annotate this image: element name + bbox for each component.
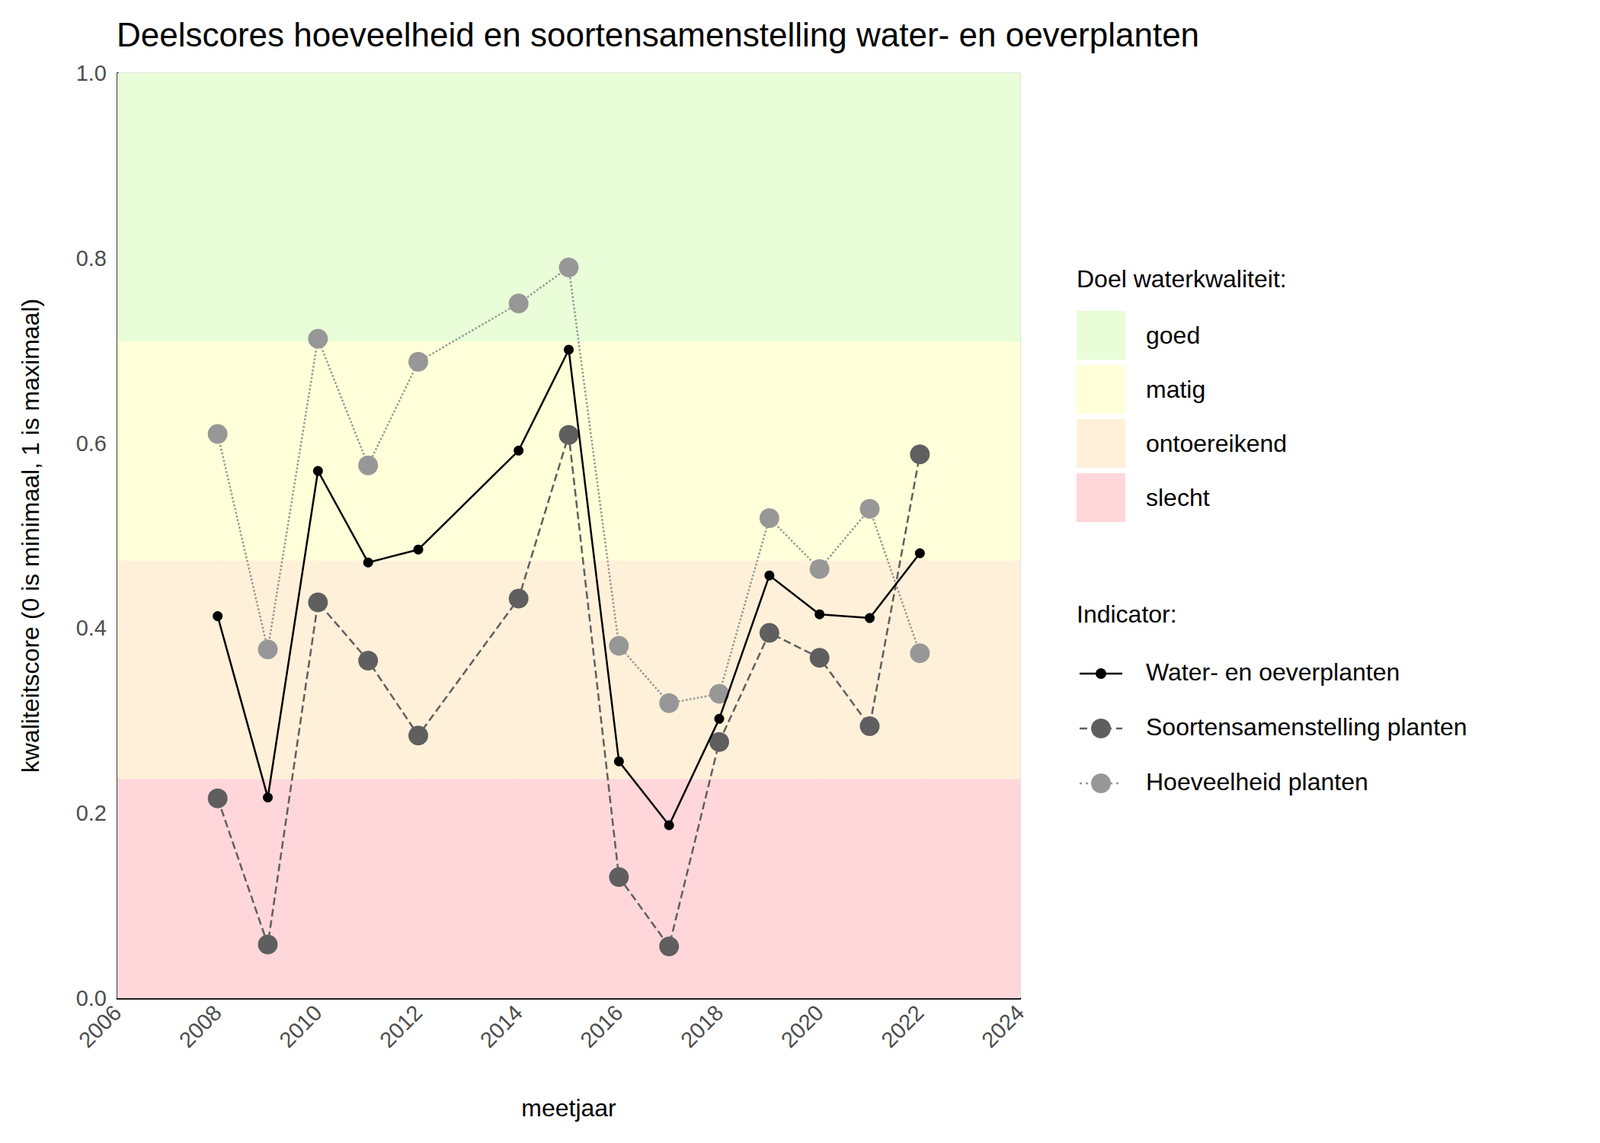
svg-text:2010: 2010 — [274, 1000, 327, 1053]
svg-text:slecht: slecht — [1145, 483, 1210, 512]
svg-text:0.8: 0.8 — [76, 246, 107, 271]
svg-text:1.0: 1.0 — [76, 60, 107, 86]
svg-text:0.2: 0.2 — [76, 800, 107, 826]
svg-text:matig: matig — [1145, 375, 1206, 404]
svg-text:Doel waterkwaliteit:: Doel waterkwaliteit: — [1076, 265, 1287, 293]
svg-text:2012: 2012 — [374, 1000, 427, 1053]
svg-text:kwaliteitscore (0 is minimaal,: kwaliteitscore (0 is minimaal, 1 is maxi… — [16, 298, 45, 773]
svg-text:Deelscores hoeveelheid en soor: Deelscores hoeveelheid en soortensamenst… — [116, 16, 1200, 54]
svg-text:2022: 2022 — [876, 1000, 928, 1053]
svg-text:Hoeveelheid planten: Hoeveelheid planten — [1145, 768, 1369, 796]
svg-text:2006: 2006 — [73, 1000, 126, 1053]
svg-text:Soortensamenstelling planten: Soortensamenstelling planten — [1145, 713, 1468, 741]
svg-text:2020: 2020 — [776, 1000, 829, 1053]
svg-text:2024: 2024 — [976, 1000, 1029, 1053]
svg-text:2016: 2016 — [575, 1000, 628, 1053]
svg-text:0.4: 0.4 — [76, 615, 107, 640]
svg-text:2014: 2014 — [475, 1000, 528, 1053]
svg-text:2018: 2018 — [675, 1000, 728, 1053]
svg-text:goed: goed — [1145, 321, 1200, 349]
svg-text:Water- en oeverplanten: Water- en oeverplanten — [1145, 658, 1400, 686]
svg-text:ontoereikend: ontoereikend — [1145, 429, 1287, 458]
svg-text:Indicator:: Indicator: — [1076, 600, 1178, 628]
svg-text:0.6: 0.6 — [76, 431, 107, 456]
svg-text:meetjaar: meetjaar — [521, 1094, 617, 1122]
svg-text:0.0: 0.0 — [75, 985, 107, 1011]
svg-text:2008: 2008 — [174, 1000, 227, 1053]
